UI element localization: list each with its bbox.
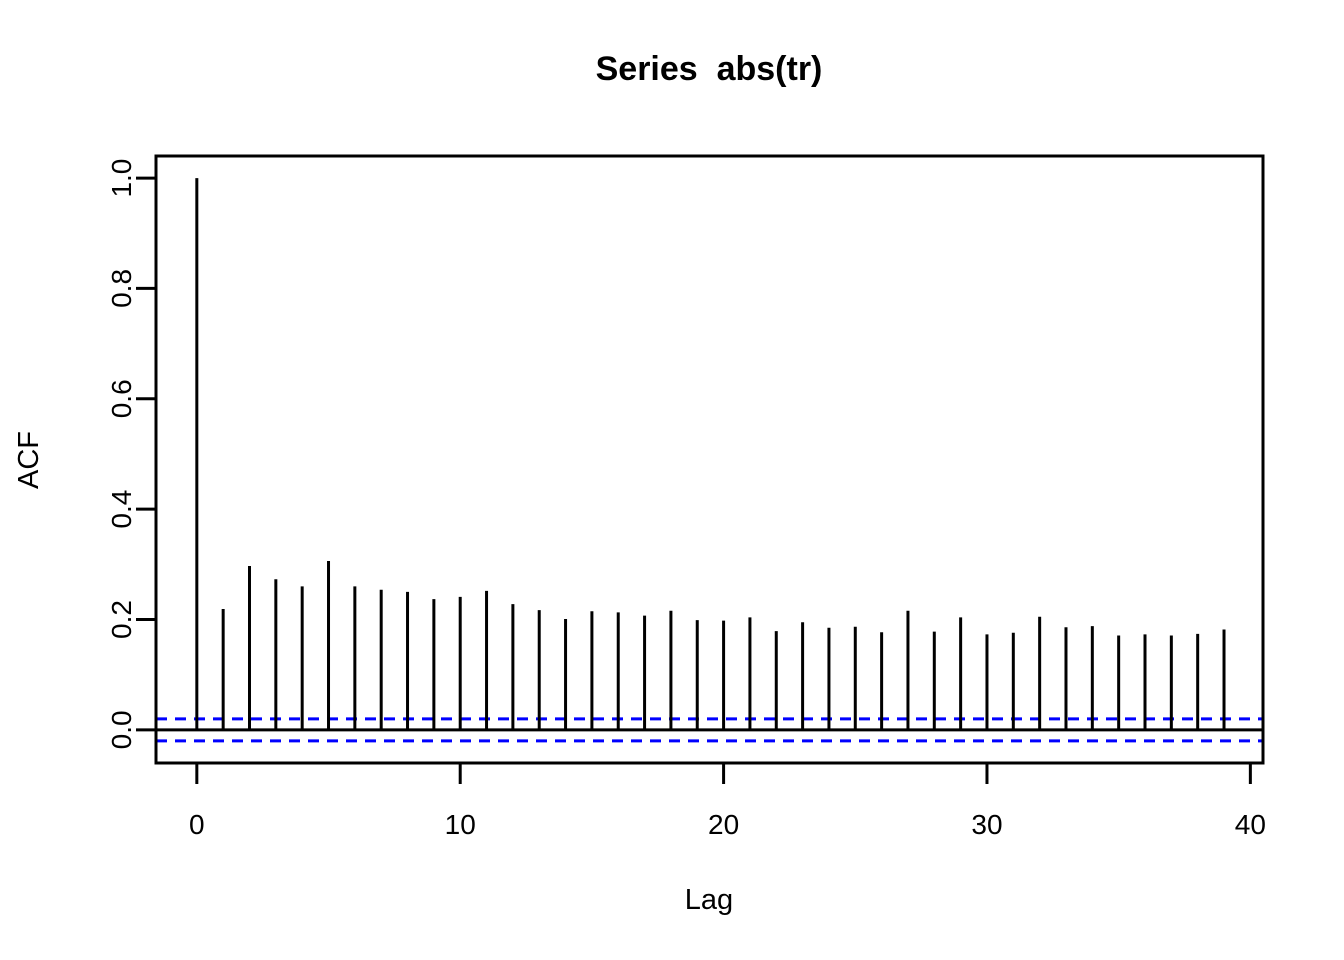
- y-tick-label-0.2: 0.2: [106, 600, 137, 639]
- plot-frame: [154, 154, 1265, 765]
- x-tick-label-40: 40: [1235, 809, 1266, 840]
- chart-title: Series abs(tr): [596, 50, 823, 88]
- x-tick-label-10: 10: [445, 809, 476, 840]
- y-tick-label-0.4: 0.4: [106, 490, 137, 529]
- x-tick-label-30: 30: [971, 809, 1002, 840]
- plot-layer: 0 10 20 30 40 0.0 0.2 0.4 0.6 0.8 1.0: [106, 154, 1266, 840]
- y-tick-label-1.0: 1.0: [106, 159, 137, 198]
- x-tick-label-20: 20: [708, 809, 739, 840]
- y-axis-label: ACF: [13, 431, 45, 489]
- x-tick-label-0: 0: [189, 809, 205, 840]
- y-tick-label-0.6: 0.6: [106, 379, 137, 418]
- x-axis-label: Lag: [685, 884, 733, 916]
- y-tick-label-0.0: 0.0: [106, 710, 137, 749]
- y-tick-label-0.8: 0.8: [106, 269, 137, 308]
